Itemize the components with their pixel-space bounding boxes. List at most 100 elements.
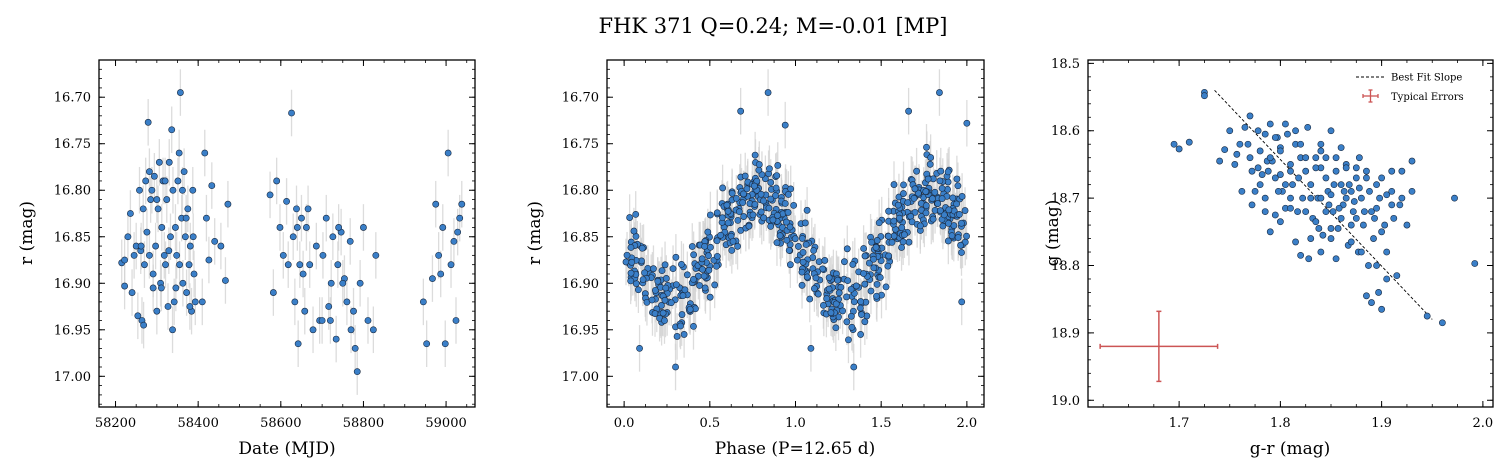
panel-time-point bbox=[189, 186, 197, 194]
panel-time-point bbox=[458, 200, 466, 208]
panel-cmd-point bbox=[1264, 167, 1272, 175]
panel-cmd-point bbox=[1284, 130, 1291, 138]
panel-phase-point bbox=[938, 195, 946, 203]
panel-cmd-xtick-label: 1.7 bbox=[1169, 416, 1190, 431]
panel-cmd-point bbox=[1246, 154, 1254, 162]
panel-time-point bbox=[128, 289, 136, 296]
panel-phase-point bbox=[839, 307, 847, 315]
panel-phase-point bbox=[658, 267, 666, 275]
panel-time-point bbox=[306, 261, 314, 269]
panel-time-point bbox=[266, 191, 274, 199]
panel-cmd-point bbox=[1438, 319, 1446, 327]
panel-phase-point bbox=[926, 160, 934, 168]
panel-time-point bbox=[291, 298, 299, 306]
panel-phase-point bbox=[639, 276, 647, 284]
panel-cmd-point bbox=[1317, 248, 1325, 256]
panel-phase-point bbox=[690, 251, 698, 259]
panel-phase-point bbox=[681, 286, 689, 294]
panel-cmd-point bbox=[1408, 187, 1416, 195]
panel-phase-point bbox=[719, 184, 727, 192]
panel-phase-point bbox=[811, 285, 818, 292]
panel-cmd-point bbox=[1388, 201, 1396, 209]
panel-phase-point bbox=[627, 269, 635, 277]
panel-cmd-xtick-label: 2.0 bbox=[1473, 416, 1494, 431]
panel-cmd-point bbox=[1373, 204, 1380, 212]
panel-time-point bbox=[186, 303, 194, 310]
panel-time-point bbox=[176, 89, 184, 96]
panel-phase-point bbox=[793, 256, 801, 264]
panel-phase-point bbox=[857, 304, 864, 312]
panel-phase-point bbox=[870, 255, 877, 263]
panel-time-point bbox=[127, 210, 134, 217]
panel-time-point bbox=[322, 214, 330, 222]
panel-cmd-point bbox=[1287, 161, 1294, 168]
panel-phase-ytick-label: 16.90 bbox=[562, 277, 599, 292]
panel-cmd-points bbox=[1170, 88, 1479, 327]
panel-time-point bbox=[283, 198, 290, 205]
panel-phase-point bbox=[843, 293, 850, 301]
panel-cmd-point bbox=[1289, 181, 1296, 189]
panel-phase-point bbox=[900, 181, 907, 189]
panel-cmd-ticks: 1.7 1.8 1.9 2.0 18.5 18.6 18.7 18.8 18.9 19.0 bbox=[1051, 57, 1493, 431]
panel-phase-point bbox=[922, 202, 930, 209]
panel-phase-point bbox=[659, 309, 667, 317]
panel-phase-point bbox=[786, 223, 794, 231]
panel-time-point bbox=[208, 182, 216, 189]
panel-phase-point bbox=[638, 244, 646, 252]
panel-cmd-point bbox=[1363, 174, 1370, 182]
panel-time-point bbox=[273, 177, 281, 185]
panel-phase-point bbox=[724, 219, 732, 227]
panel-cmd-point bbox=[1297, 140, 1305, 148]
panel-time-point bbox=[149, 270, 157, 278]
panel-time-point bbox=[158, 224, 166, 231]
panel-cmd-point bbox=[1370, 235, 1377, 242]
panel-cmd-point bbox=[1357, 248, 1365, 256]
panel-time-point bbox=[130, 251, 138, 259]
panel-cmd-point bbox=[1337, 181, 1345, 189]
panel-time: 58200 58400 58600 58800 59000 16.70 16.75 16.80… bbox=[17, 59, 476, 459]
panel-phase-ylabel: r (mag) bbox=[525, 201, 545, 265]
panel-phase-point bbox=[760, 214, 768, 222]
panel-phase-point bbox=[628, 258, 636, 266]
panel-phase-point bbox=[799, 258, 807, 266]
panel-cmd: 1.7 1.8 1.9 2.0 18.5 18.6 18.7 18.8 18.9 19.0 g-r… bbox=[1043, 57, 1494, 459]
panel-cmd-point bbox=[1357, 194, 1365, 202]
panel-phase-point bbox=[929, 195, 936, 203]
panel-phase-point bbox=[899, 238, 907, 246]
panel-phase-point bbox=[916, 222, 924, 230]
panel-phase-point bbox=[927, 154, 935, 161]
panel-time-point bbox=[181, 233, 189, 241]
panel-cmd-point bbox=[1312, 154, 1320, 162]
panel-phase-point bbox=[677, 322, 684, 330]
panel-phase-point bbox=[894, 201, 902, 209]
panel-time-point bbox=[289, 233, 297, 241]
panel-phase-point bbox=[814, 290, 822, 298]
figure-title: FHK 371 Q=0.24; M=-0.01 [MP] bbox=[599, 14, 948, 38]
panel-cmd-point bbox=[1378, 305, 1386, 313]
panel-phase-point bbox=[767, 222, 775, 230]
panel-cmd-point bbox=[1307, 181, 1315, 189]
panel-cmd-frame bbox=[1087, 59, 1494, 408]
panel-phase-point bbox=[832, 324, 840, 332]
panel-phase-point bbox=[911, 185, 919, 193]
panel-time-point bbox=[165, 158, 173, 166]
panel-phase-point bbox=[737, 107, 745, 115]
panel-phase-point bbox=[850, 298, 858, 306]
panel-phase-point bbox=[873, 280, 881, 288]
best-fit-line bbox=[1214, 90, 1433, 320]
panel-phase-point bbox=[661, 317, 668, 324]
panel-phase-point bbox=[706, 293, 714, 301]
panel-time-point bbox=[189, 233, 197, 241]
panel-time-point bbox=[201, 149, 209, 157]
panel-cmd-point bbox=[1371, 214, 1378, 222]
panel-cmd-point bbox=[1350, 198, 1358, 205]
panel-cmd-point bbox=[1248, 201, 1256, 209]
panel-cmd-point bbox=[1373, 262, 1380, 269]
panel-phase-point bbox=[751, 151, 759, 159]
panel-phase-point bbox=[914, 189, 922, 197]
panel-phase-point bbox=[948, 232, 956, 240]
panel-phase-point bbox=[884, 262, 892, 270]
panel-phase-point bbox=[707, 243, 714, 251]
panel-time-point bbox=[170, 298, 178, 306]
panel-time-point bbox=[301, 307, 309, 315]
